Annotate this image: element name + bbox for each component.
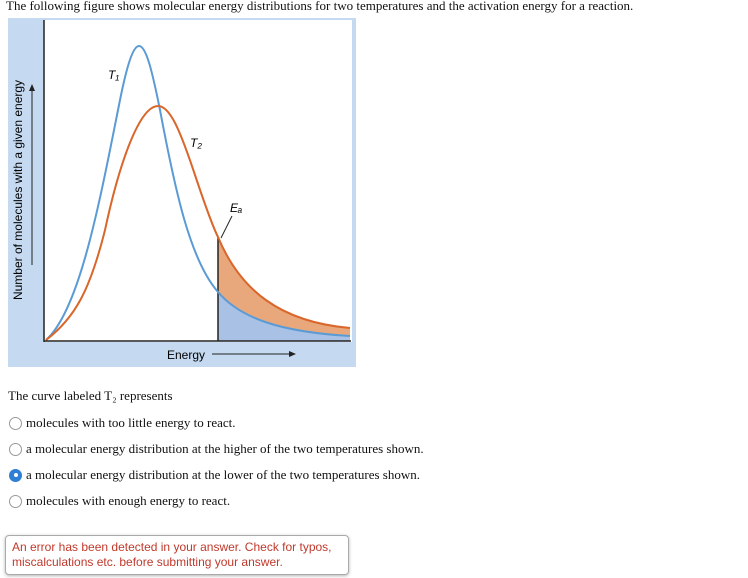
y-axis-label: Number of molecules with a given energy <box>11 80 25 300</box>
radio-button[interactable] <box>9 468 22 482</box>
t1-label: T₁ <box>108 68 119 82</box>
radio-button[interactable] <box>9 442 22 456</box>
t1-curve <box>45 44 351 341</box>
option[interactable]: molecules with too little energy to reac… <box>9 415 236 431</box>
option-text[interactable]: molecules with enough energy to react. <box>26 493 231 508</box>
radio-button[interactable] <box>9 416 22 430</box>
t2-curve <box>45 104 351 341</box>
x-axis-label: Energy <box>167 348 205 362</box>
option-text[interactable]: molecules with too little energy to reac… <box>26 415 236 430</box>
option-text[interactable]: a molecular energy distribution at the l… <box>26 467 420 482</box>
y-arrowhead <box>29 84 35 91</box>
option[interactable]: a molecular energy distribution at the l… <box>9 467 420 483</box>
radio-button[interactable] <box>9 494 22 508</box>
question: The curve labeled T₂ represents <box>8 388 173 403</box>
option[interactable]: molecules with enough energy to react. <box>9 493 230 509</box>
x-arrowhead <box>289 351 296 357</box>
t2-shade <box>218 237 350 341</box>
ea-leader <box>220 215 233 239</box>
t1-shade <box>218 292 350 341</box>
option-text[interactable]: a molecular energy distribution at the h… <box>26 441 424 456</box>
t2-label: T₂ <box>190 136 202 150</box>
figure: T₁ T₂ Eₐ Energy Number of molecules with… <box>8 18 356 367</box>
ea-label: Eₐ <box>230 201 242 215</box>
option[interactable]: a molecular energy distribution at the h… <box>9 441 424 457</box>
intro: The following figure shows molecular ene… <box>6 0 634 13</box>
error-message: An error has been detected in your answe… <box>5 535 349 575</box>
